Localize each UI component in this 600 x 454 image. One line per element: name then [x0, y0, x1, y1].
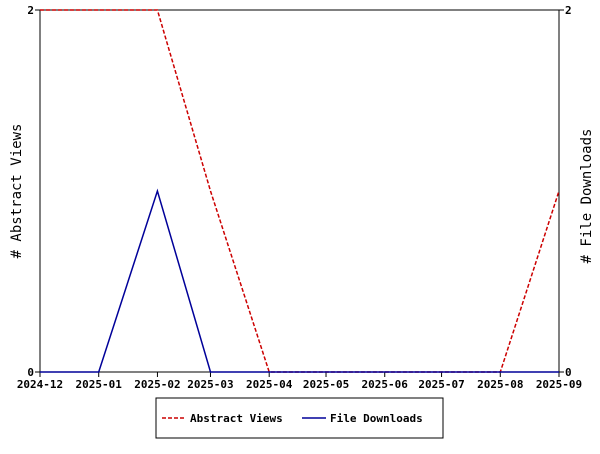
series-layer: [40, 9, 560, 373]
y-left-tick-label: 0: [27, 366, 34, 379]
legend: Abstract Views File Downloads: [155, 397, 444, 439]
x-tick-label: 2025-06: [362, 378, 409, 391]
x-axis: 2024-12 2025-01 2025-02 2025-03 2025-04 2025-…: [17, 372, 582, 391]
y-left-tick-label: 2: [27, 4, 34, 17]
x-tick-label: 2025-05: [303, 378, 349, 391]
x-tick-label: 2025-08: [477, 378, 523, 391]
y-right-tick-label: 2: [565, 4, 572, 17]
legend-box: [155, 397, 444, 439]
y-axis-right-title: # File Downloads: [579, 129, 595, 264]
x-tick-label: 2025-07: [418, 378, 464, 391]
y-axis-left-title: # Abstract Views: [9, 124, 25, 259]
x-tick-label: 2025-04: [246, 378, 293, 391]
x-tick-label: 2025-03: [187, 378, 233, 391]
y-axis-right: 02: [559, 4, 572, 379]
y-axis-left: 02: [27, 4, 40, 379]
y-right-tick-label: 0: [565, 366, 572, 379]
series-line-file-downloads: [40, 188, 559, 373]
x-tick-label: 2024-12: [17, 378, 63, 391]
x-tick-label: 2025-09: [536, 378, 582, 391]
legend-label-file-downloads: File Downloads: [330, 412, 423, 425]
legend-label-abstract-views: Abstract Views: [190, 412, 283, 425]
x-tick-label: 2025-01: [76, 378, 123, 391]
x-tick-label: 2025-02: [134, 378, 180, 391]
